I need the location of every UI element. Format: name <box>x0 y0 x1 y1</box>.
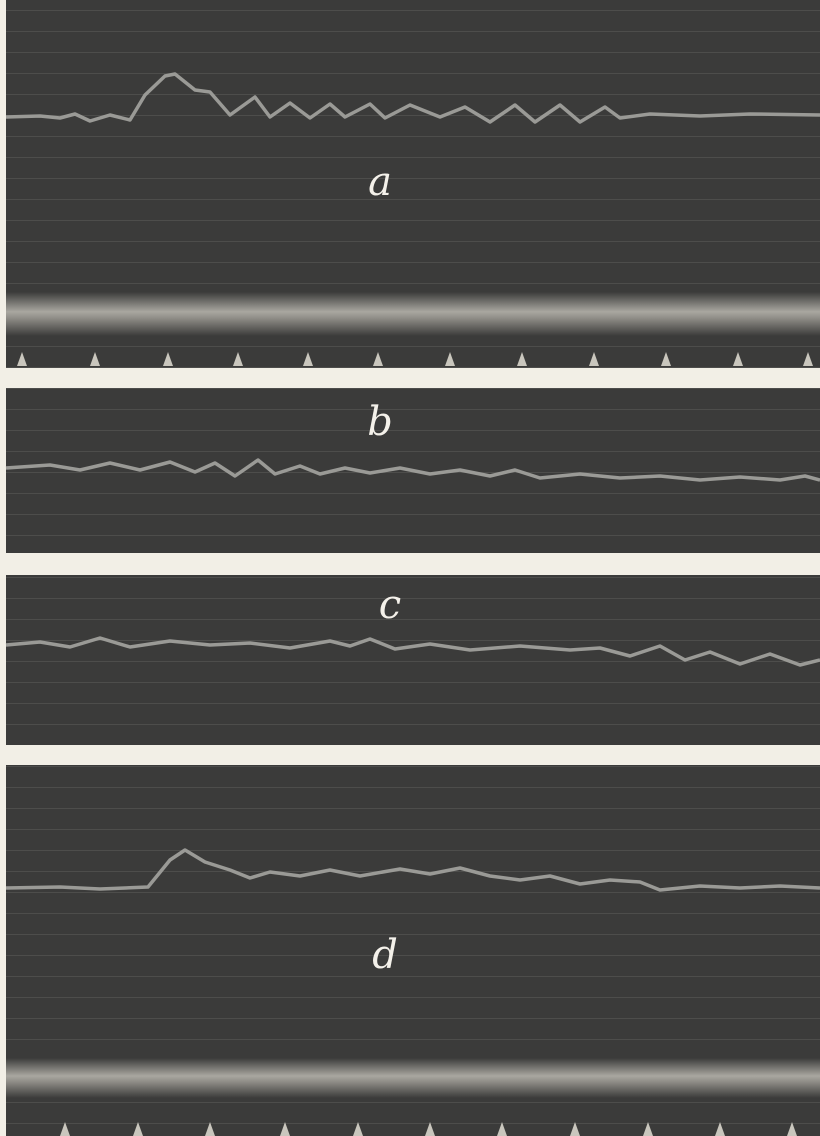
oscillogram-photo: a b c d <box>0 0 820 1136</box>
timing-band <box>6 1058 820 1098</box>
panel-d: d <box>6 765 820 1136</box>
panel-label: b <box>367 399 393 445</box>
panel-a: a <box>6 0 820 368</box>
panel-c: c <box>6 575 820 745</box>
timing-band <box>6 292 820 336</box>
panel-label: a <box>368 159 392 205</box>
panel-label: c <box>379 582 401 628</box>
panel-label: d <box>372 932 398 978</box>
panel-b: b <box>6 388 820 553</box>
panel-background <box>6 575 820 745</box>
page: {"panels": [{"label": "a"}, {"label": "b… <box>0 0 820 1136</box>
